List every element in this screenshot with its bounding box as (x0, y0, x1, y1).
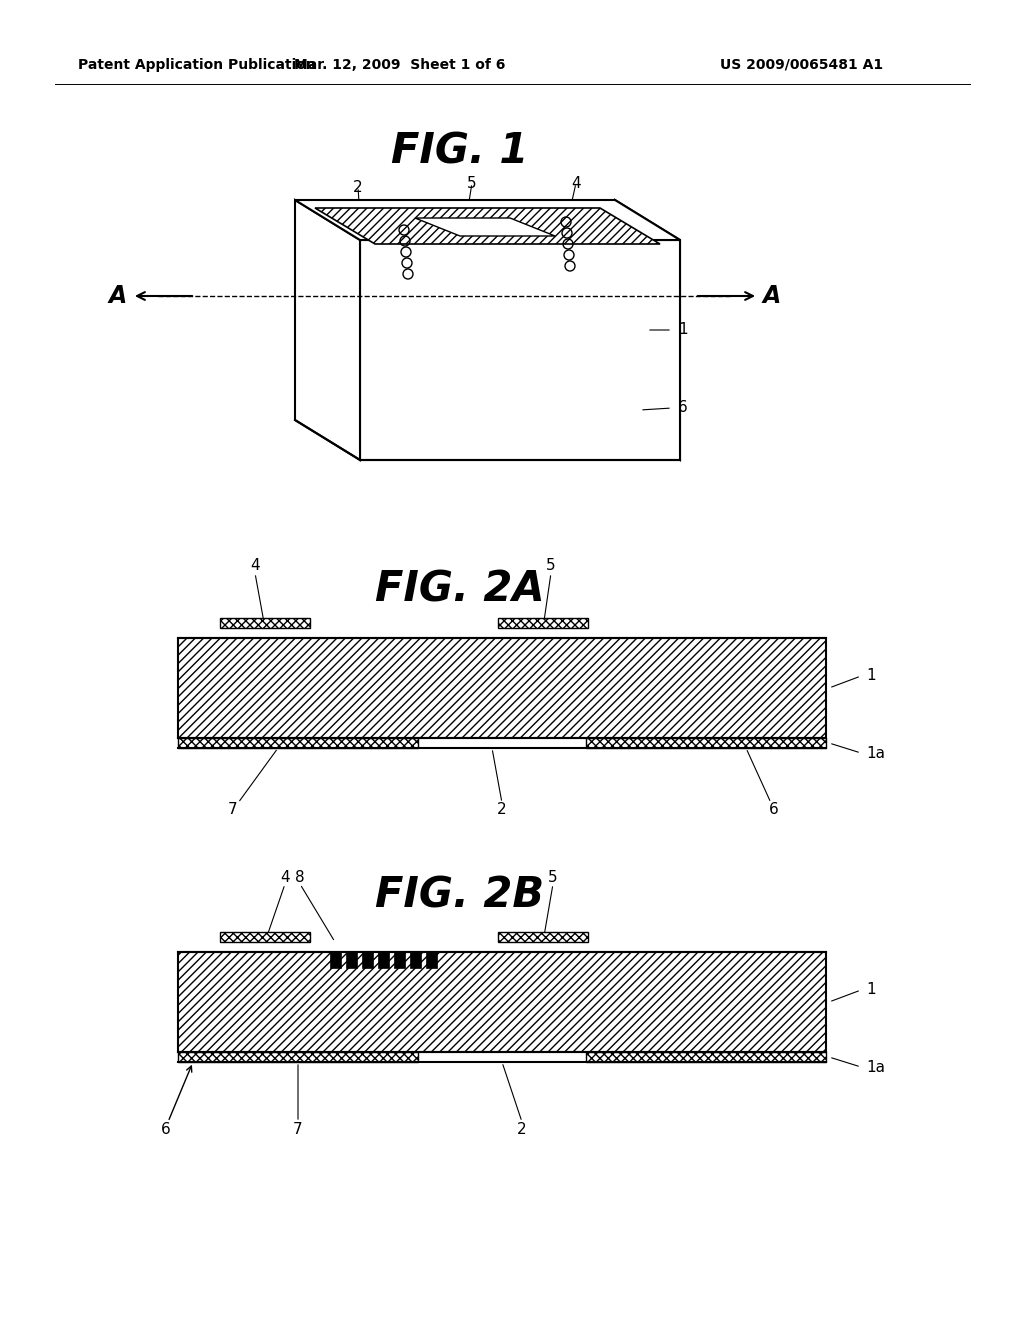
Bar (178, 738, 418, 748)
Bar (346, 952, 357, 968)
Bar (178, 1052, 418, 1063)
Text: Patent Application Publication: Patent Application Publication (78, 58, 315, 73)
Text: 5: 5 (546, 558, 556, 573)
Text: A: A (763, 284, 781, 308)
Bar (586, 1052, 826, 1063)
Text: 5: 5 (548, 870, 558, 884)
Bar (220, 618, 310, 628)
Text: 4: 4 (250, 558, 260, 573)
Text: FIG. 1: FIG. 1 (391, 131, 528, 173)
Text: 2: 2 (498, 803, 507, 817)
Text: FIG. 2B: FIG. 2B (376, 874, 545, 916)
Polygon shape (295, 201, 680, 240)
Text: 6: 6 (769, 803, 779, 817)
Bar (394, 952, 406, 968)
Text: 1: 1 (866, 668, 876, 684)
Bar (426, 952, 437, 968)
Text: A: A (109, 284, 127, 308)
Bar (220, 932, 310, 942)
Bar (378, 952, 389, 968)
Polygon shape (315, 209, 660, 244)
Text: 6: 6 (678, 400, 688, 416)
Text: FIG. 2A: FIG. 2A (375, 569, 545, 611)
Text: 2: 2 (517, 1122, 526, 1138)
Bar (178, 638, 826, 738)
Text: 4: 4 (571, 176, 581, 190)
Text: 7: 7 (293, 1122, 303, 1138)
Text: Mar. 12, 2009  Sheet 1 of 6: Mar. 12, 2009 Sheet 1 of 6 (294, 58, 506, 73)
Text: 8: 8 (295, 870, 305, 884)
Bar (178, 952, 826, 1052)
Polygon shape (615, 201, 680, 459)
Bar (362, 952, 373, 968)
Bar (498, 932, 588, 942)
Bar (498, 618, 588, 628)
Text: 1: 1 (678, 322, 688, 338)
Polygon shape (360, 240, 680, 459)
Text: 2: 2 (353, 180, 362, 194)
Bar (330, 952, 341, 968)
Text: 5: 5 (467, 176, 477, 190)
Bar (586, 738, 826, 748)
Text: 6: 6 (161, 1122, 171, 1138)
Text: 1a: 1a (866, 1060, 885, 1074)
Bar (410, 952, 421, 968)
Text: 4: 4 (281, 870, 290, 884)
Text: 1a: 1a (866, 746, 885, 760)
Text: US 2009/0065481 A1: US 2009/0065481 A1 (720, 58, 883, 73)
Polygon shape (415, 218, 555, 236)
Text: 7: 7 (228, 803, 238, 817)
Polygon shape (295, 201, 360, 459)
Text: 1: 1 (866, 982, 876, 998)
